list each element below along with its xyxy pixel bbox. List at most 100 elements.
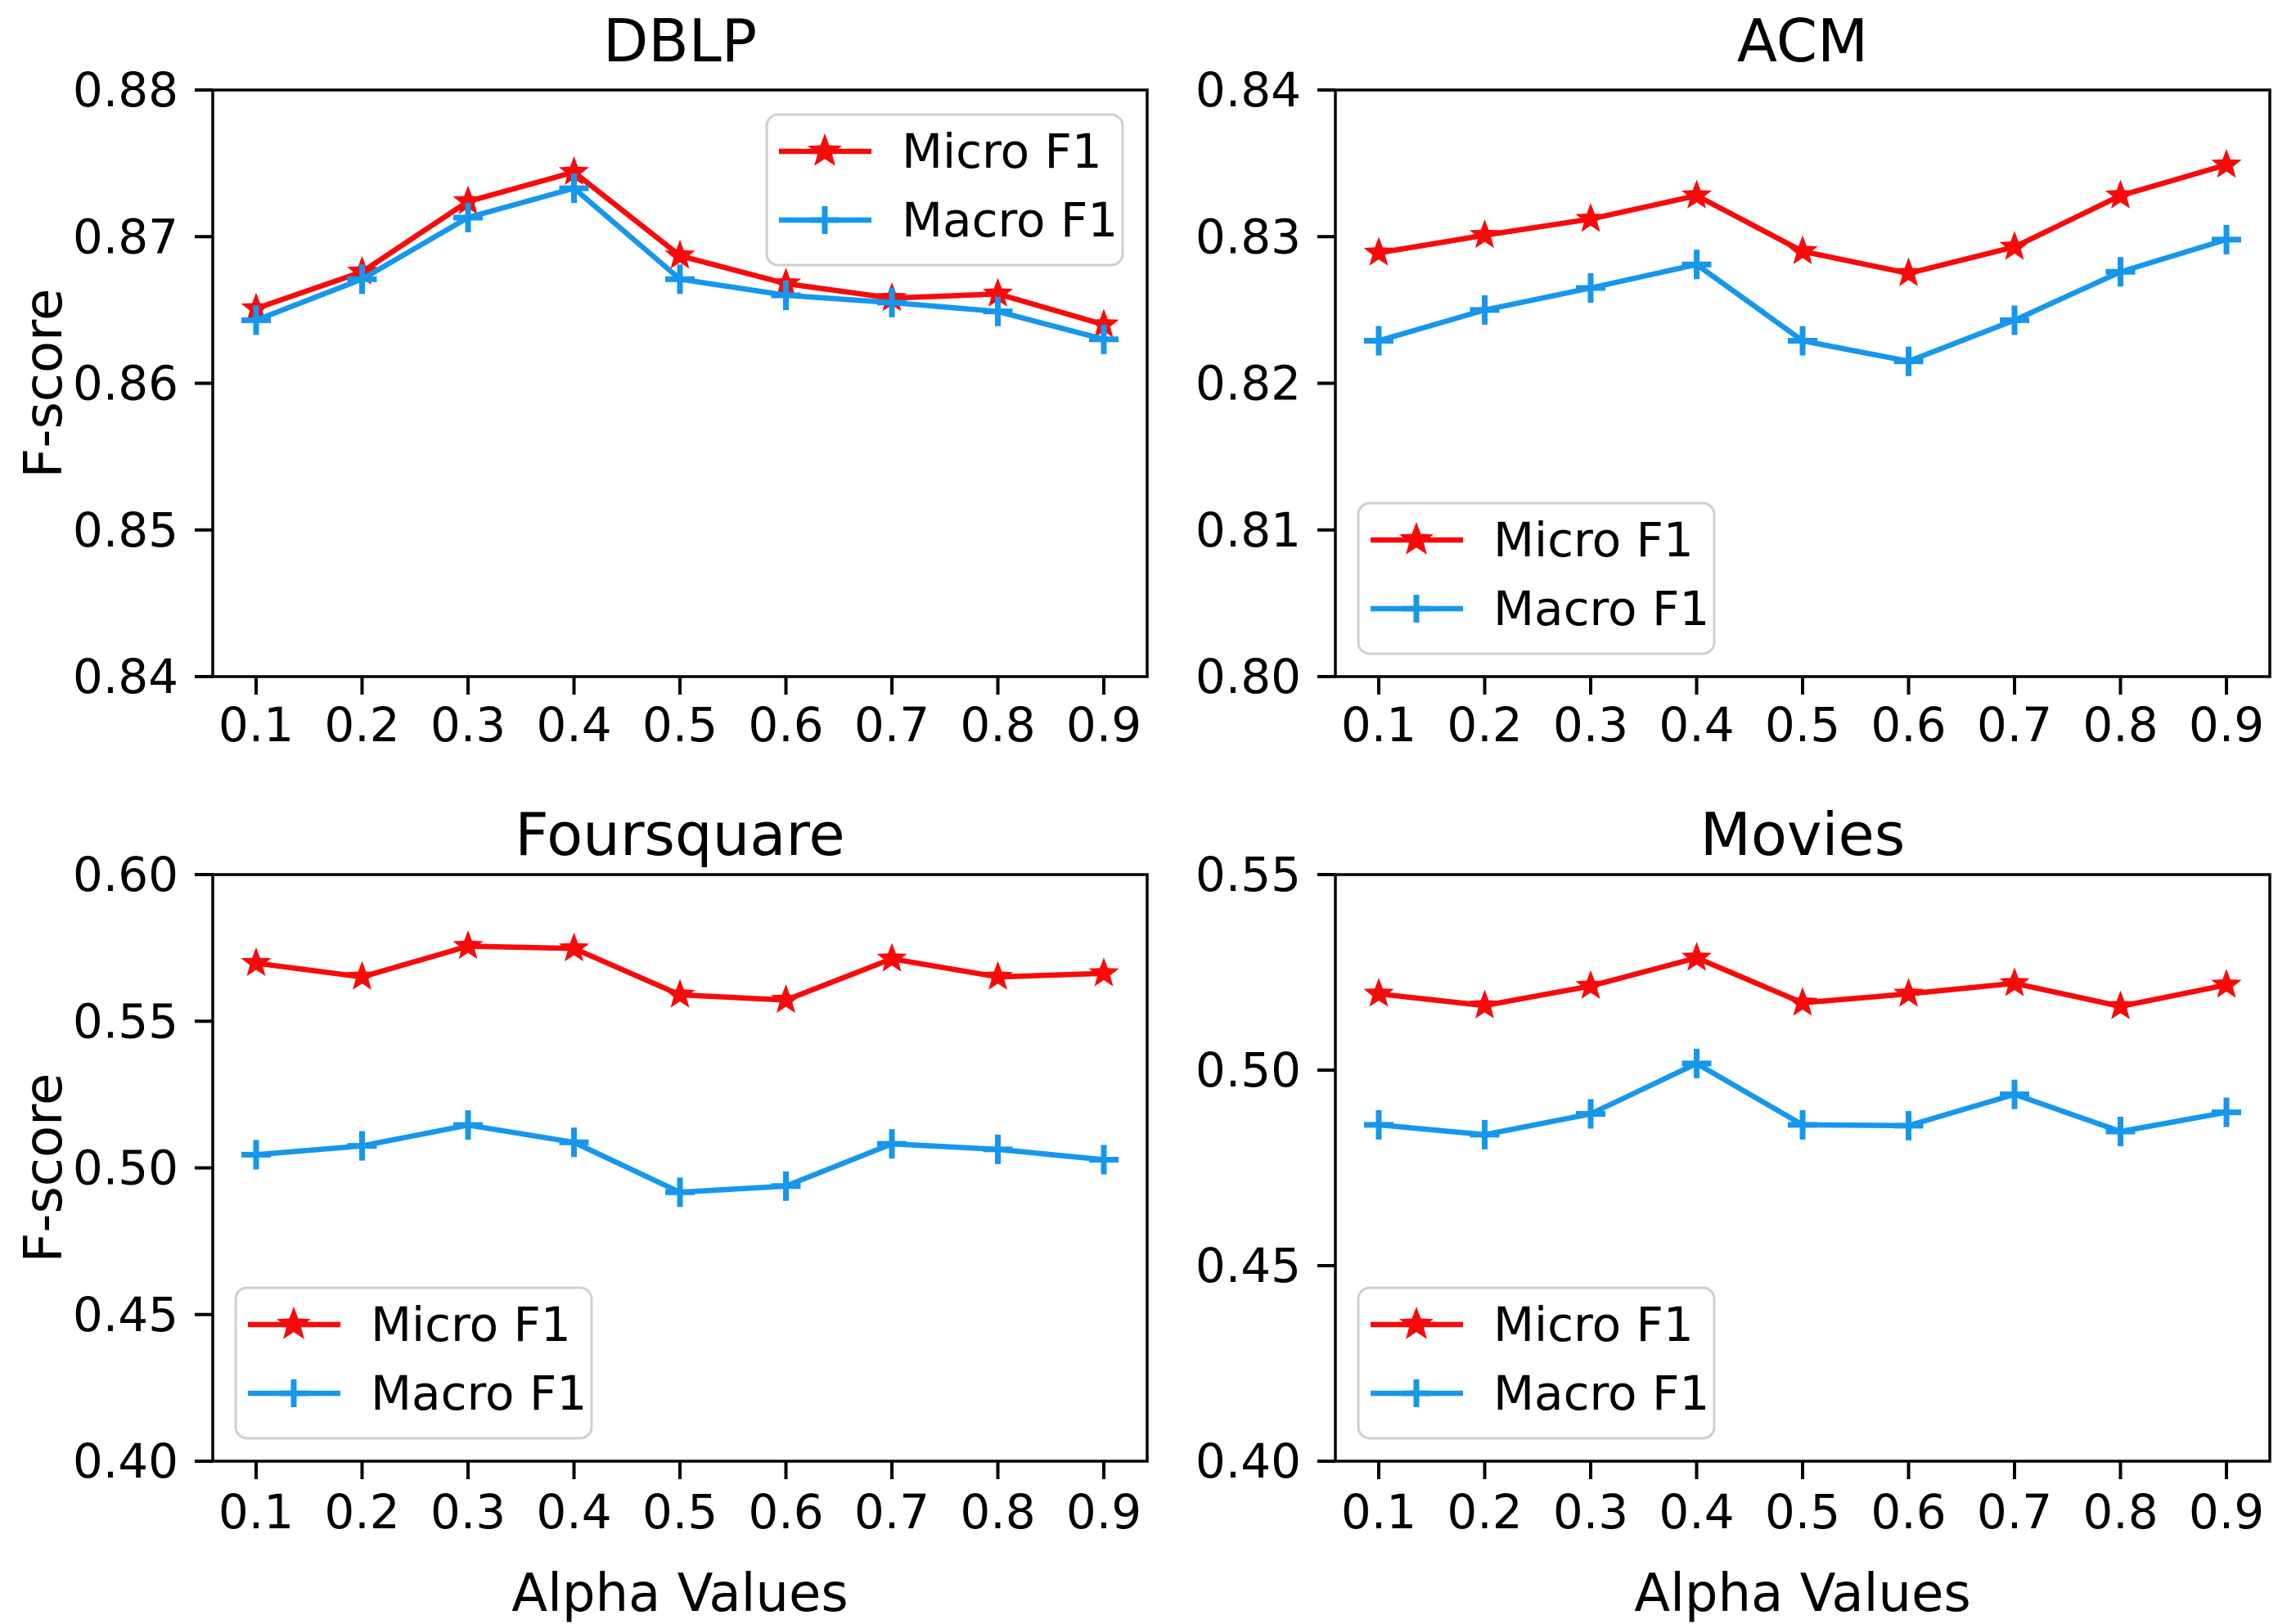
x-tick-label: 0.9 (2189, 1484, 2264, 1540)
x-tick-label: 0.9 (1066, 1484, 1141, 1540)
x-tick-label: 0.5 (642, 1484, 718, 1540)
star-marker-icon (1363, 978, 1394, 1007)
y-tick-label: 0.40 (1195, 1433, 1301, 1489)
x-tick-label: 0.3 (430, 1484, 506, 1540)
y-tick-label: 0.55 (1195, 847, 1301, 902)
acm-micro-f1-series (1363, 148, 2242, 286)
panel-movies: Movies 0.1 0.2 0.3 0.4 0.5 0.6 0.7 0.8 0.9 0.55 0.5… (1195, 800, 2271, 1624)
legend-label: Micro F1 (902, 124, 1102, 179)
x-tick-label: 0.2 (1447, 697, 1522, 753)
y-tick-label: 0.86 (73, 356, 178, 412)
legend-label: Micro F1 (371, 1297, 571, 1352)
star-marker-icon (2211, 969, 2242, 998)
foursquare-micro-f1-series (241, 929, 1119, 1014)
dblp-macro-f1-series (241, 173, 1119, 354)
star-marker-icon (1399, 1307, 1434, 1339)
x-tick-label: 0.6 (748, 1484, 823, 1540)
star-marker-icon (1575, 969, 1606, 1000)
legend-label: Macro F1 (902, 192, 1118, 248)
y-tick-label: 0.80 (1195, 649, 1301, 704)
star-marker-icon (1681, 179, 1713, 209)
y-tick-label: 0.40 (73, 1433, 178, 1489)
x-tick-label: 0.6 (1871, 697, 1946, 753)
star-marker-icon (1469, 989, 1501, 1019)
star-marker-icon (2105, 990, 2136, 1019)
star-marker-icon (1999, 967, 2030, 996)
panel-title-acm: ACM (1737, 7, 1868, 75)
movies-legend: Micro F1 Macro F1 (1357, 1286, 1716, 1440)
star-marker-icon (664, 978, 696, 1008)
star-marker-icon (1088, 308, 1119, 338)
x-tick-label: 0.1 (218, 1484, 294, 1540)
y-tick-label: 0.87 (73, 209, 178, 264)
panel-title-foursquare: Foursquare (515, 800, 844, 869)
panel-title-movies: Movies (1700, 800, 1906, 869)
y-axis-label: F-score (14, 289, 74, 479)
star-marker-icon (241, 947, 272, 977)
legend-label: Micro F1 (1493, 1297, 1694, 1352)
x-tick-label: 0.8 (2082, 1484, 2158, 1540)
x-tick-label: 0.5 (642, 697, 718, 753)
star-marker-icon (1999, 231, 2030, 260)
star-marker-icon (1363, 236, 1394, 266)
star-marker-icon (1787, 235, 1818, 264)
star-marker-icon (876, 942, 907, 972)
x-tick-label: 0.3 (1553, 697, 1628, 753)
y-tick-label: 0.83 (1195, 209, 1301, 264)
star-marker-icon (452, 185, 484, 215)
legend-label: Macro F1 (1493, 581, 1709, 637)
x-tick-label: 0.5 (1765, 697, 1840, 753)
movies-micro-f1-series (1363, 942, 2242, 1019)
legend-label: Macro F1 (371, 1365, 587, 1421)
x-tick-label: 0.2 (324, 1484, 399, 1540)
x-tick-label: 0.3 (430, 697, 506, 753)
x-tick-label: 0.4 (536, 1484, 611, 1540)
star-marker-icon (1469, 218, 1501, 249)
x-tick-label: 0.4 (1659, 697, 1734, 753)
x-tick-label: 0.6 (1871, 1484, 1946, 1540)
x-tick-label: 0.8 (960, 1484, 1035, 1540)
star-marker-icon (2211, 148, 2242, 178)
y-tick-label: 0.81 (1195, 502, 1301, 558)
acm-legend: Micro F1 Macro F1 (1357, 502, 1716, 655)
dblp-legend: Micro F1 Macro F1 (765, 113, 1124, 267)
x-tick-label: 0.1 (1341, 1484, 1416, 1540)
star-marker-icon (277, 1307, 311, 1339)
y-tick-label: 0.84 (73, 649, 178, 704)
y-tick-label: 0.50 (73, 1140, 178, 1196)
y-axis-label: F-score (14, 1073, 74, 1263)
star-marker-icon (558, 155, 590, 186)
star-marker-icon (1893, 978, 1925, 1007)
star-marker-icon (1787, 987, 1818, 1016)
x-tick-label: 0.2 (324, 697, 399, 753)
acm-macro-f1-series (1364, 224, 2241, 376)
x-tick-label: 0.8 (960, 697, 1035, 753)
star-marker-icon (558, 932, 590, 962)
star-marker-icon (452, 929, 484, 960)
star-marker-icon (1893, 257, 1925, 286)
panel-acm: ACM 0.1 0.2 0.3 0.4 0.5 0.6 0.7 0.8 0.9 0.84 0.83 0.… (1195, 7, 2271, 753)
panel-foursquare: Foursquare 0.1 0.2 0.3 0.4 0.5 0.6 0.7 0.8 0.9 0.6… (14, 800, 1149, 1624)
x-tick-label: 0.2 (1447, 1484, 1522, 1540)
y-tick-label: 0.85 (73, 502, 178, 558)
x-axis-label: Alpha Values (1634, 1563, 1970, 1624)
y-tick-label: 0.55 (73, 993, 178, 1049)
x-tick-label: 0.5 (1765, 1484, 1840, 1540)
x-tick-label: 0.7 (1977, 1484, 2052, 1540)
x-tick-label: 0.1 (218, 697, 294, 753)
panel-title-dblp: DBLP (603, 7, 757, 75)
star-marker-icon (982, 277, 1014, 307)
x-axis-label: Alpha Values (511, 1563, 848, 1624)
star-marker-icon (808, 133, 842, 166)
x-tick-label: 0.1 (1341, 697, 1416, 753)
legend-label: Macro F1 (1493, 1365, 1709, 1421)
star-marker-icon (982, 960, 1014, 990)
y-tick-label: 0.50 (1195, 1042, 1301, 1098)
star-marker-icon (2105, 179, 2136, 209)
x-tick-label: 0.4 (536, 697, 611, 753)
star-marker-icon (1088, 957, 1119, 987)
star-marker-icon (1575, 203, 1606, 232)
y-tick-label: 0.60 (73, 847, 178, 902)
